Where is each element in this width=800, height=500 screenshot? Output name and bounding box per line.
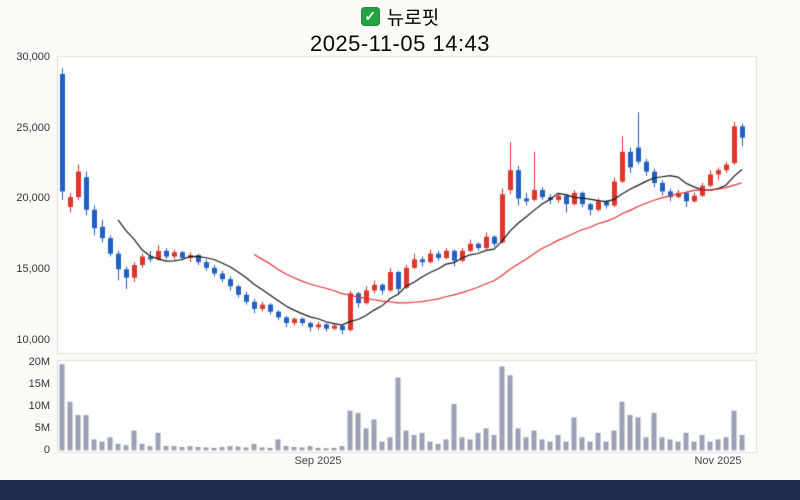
price-tick-30000: 30,000 xyxy=(16,51,50,63)
bottom-bar xyxy=(0,480,800,500)
volume-tick-0: 0 xyxy=(43,444,50,456)
chart-datetime: 2025-11-05 14:43 xyxy=(309,31,491,56)
price-tick-15000: 15,000 xyxy=(16,263,50,275)
chart-title-row: ✓ 뉴로핏 xyxy=(0,3,800,30)
chart-header: ✓ 뉴로핏 2025-11-05 14:43 xyxy=(0,3,800,57)
volume-tick-20m: 20M xyxy=(28,356,50,368)
x-axis-label-1: Nov 2025 xyxy=(694,455,742,467)
stock-name: 뉴로핏 xyxy=(386,8,440,29)
volume-tick-10m: 10M xyxy=(28,400,50,412)
price-tick-20000: 20,000 xyxy=(16,192,50,204)
checked-checkbox-icon[interactable]: ✓ xyxy=(360,7,380,26)
price-tick-25000: 25,000 xyxy=(16,122,50,134)
x-axis-label-0: Sep 2025 xyxy=(294,455,342,467)
volume-tick-15m: 15M xyxy=(28,378,50,390)
price-tick-10000: 10,000 xyxy=(16,334,50,346)
volume-tick-5m: 5M xyxy=(34,422,50,434)
